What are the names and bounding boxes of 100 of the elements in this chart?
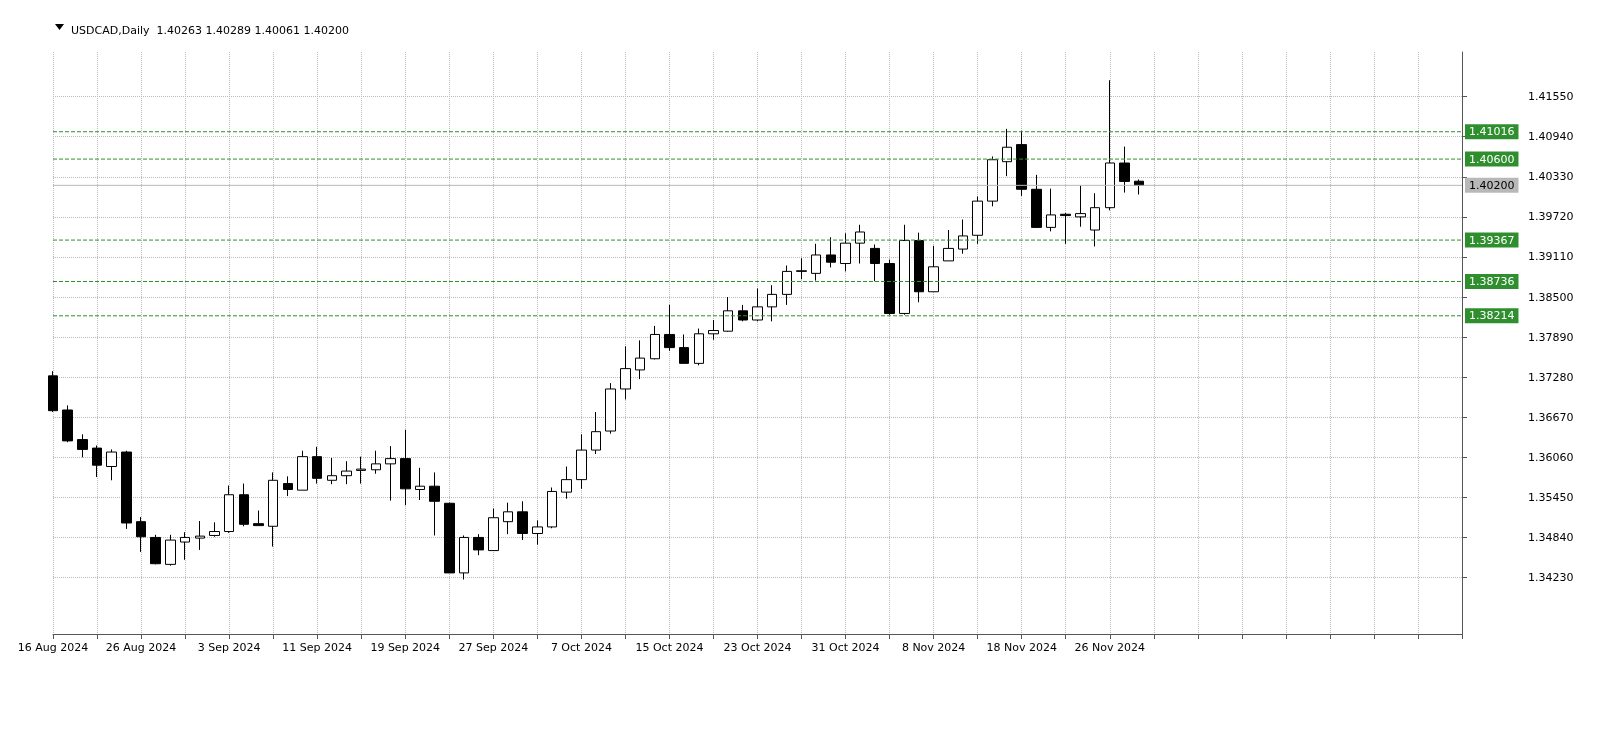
ref-line-label: 1.41016 xyxy=(1469,125,1515,139)
candlestick xyxy=(195,520,205,551)
candlestick xyxy=(870,243,880,282)
candlestick xyxy=(943,229,954,262)
candlestick xyxy=(92,444,102,478)
y-tick-label: 1.40330 xyxy=(1528,170,1574,184)
candlestick xyxy=(371,450,381,475)
x-tick-label: 7 Oct 2024 xyxy=(550,641,612,654)
candlestick xyxy=(650,325,660,360)
candlestick xyxy=(796,257,807,280)
candlestick xyxy=(268,471,278,548)
y-tick-label: 1.36060 xyxy=(1528,450,1574,464)
ref-line-label: 1.40600 xyxy=(1469,152,1515,166)
candlestick xyxy=(356,456,366,485)
candlestick xyxy=(752,287,763,322)
x-tick-label: 18 Nov 2024 xyxy=(986,641,1057,654)
candlestick xyxy=(209,521,220,538)
candlestick xyxy=(121,450,132,530)
candlestick xyxy=(473,533,484,556)
x-tick-label: 31 Oct 2024 xyxy=(811,641,880,654)
candlestick xyxy=(62,404,73,443)
y-tick-label: 1.34230 xyxy=(1528,571,1574,585)
candlestick xyxy=(914,232,924,303)
candlestick xyxy=(150,534,161,565)
candlestick xyxy=(664,304,675,352)
candlestick xyxy=(884,259,895,316)
candlestick xyxy=(987,155,998,207)
candlestick xyxy=(444,502,455,574)
x-tick-label: 26 Nov 2024 xyxy=(1074,641,1145,654)
x-tick-label: 15 Oct 2024 xyxy=(635,641,704,654)
x-tick-label: 19 Sep 2024 xyxy=(370,641,441,654)
candlestick xyxy=(1002,128,1012,177)
candlestick xyxy=(1016,130,1027,197)
x-tick-label: 26 Aug 2024 xyxy=(105,641,177,654)
candlestick xyxy=(1090,192,1100,247)
candlestick xyxy=(855,224,865,265)
candlestick xyxy=(576,433,587,490)
candlestick xyxy=(106,448,117,481)
candlestick xyxy=(547,487,557,529)
candlestick xyxy=(928,245,939,293)
y-tick-label: 1.41550 xyxy=(1528,90,1574,104)
candlestick xyxy=(591,411,601,455)
candlestick xyxy=(679,333,689,364)
ref-line-label: 1.40200 xyxy=(1469,178,1515,192)
x-tick-label: 8 Nov 2024 xyxy=(901,641,966,654)
y-tick-label: 1.37890 xyxy=(1528,330,1574,344)
y-tick-label: 1.39720 xyxy=(1528,210,1574,224)
candlestick xyxy=(1105,79,1115,211)
candlestick xyxy=(459,534,469,580)
ref-line-label: 1.38214 xyxy=(1469,309,1515,323)
candlestick xyxy=(767,284,777,322)
x-tick-label: 27 Sep 2024 xyxy=(458,641,529,654)
candlestick xyxy=(1075,184,1086,228)
x-tick-label: 3 Sep 2024 xyxy=(197,641,261,654)
candlestick xyxy=(429,471,440,536)
candlestick xyxy=(1046,188,1056,232)
y-tick-label: 1.39110 xyxy=(1528,250,1574,264)
candlestick xyxy=(165,534,176,567)
candlestick xyxy=(782,264,792,306)
candlestick xyxy=(253,510,264,527)
y-tick-label: 1.36670 xyxy=(1528,410,1574,424)
candlestick xyxy=(239,483,249,527)
candlestick xyxy=(77,433,88,458)
candlestick xyxy=(224,485,234,534)
candlestick xyxy=(532,519,543,546)
candlestick xyxy=(694,328,704,366)
candlestick xyxy=(708,319,719,341)
candlestick xyxy=(48,370,58,413)
candlestick xyxy=(312,446,322,485)
candlestick xyxy=(840,232,851,272)
candlestick xyxy=(341,460,352,485)
candlestick xyxy=(415,467,425,501)
y-tick-label: 1.38500 xyxy=(1528,290,1574,304)
x-tick-label: 23 Oct 2024 xyxy=(723,641,792,654)
candlestick xyxy=(283,475,293,497)
candlestick xyxy=(811,243,821,282)
candlestick xyxy=(620,345,631,400)
x-tick-label: 16 Aug 2024 xyxy=(17,641,89,654)
y-tick-label: 1.35450 xyxy=(1528,490,1574,504)
candlestick xyxy=(136,516,146,553)
candlestick xyxy=(972,196,983,245)
chart-title: USDCAD,Daily 1.40263 1.40289 1.40061 1.40200 xyxy=(71,24,349,37)
candlestick xyxy=(517,500,528,541)
candlestick xyxy=(958,219,968,255)
candlestick xyxy=(400,429,411,506)
candlestick xyxy=(1031,174,1042,229)
candlestick xyxy=(385,445,396,502)
candlestick xyxy=(1119,146,1130,194)
ref-line-label: 1.39367 xyxy=(1469,233,1515,247)
candlestick xyxy=(488,508,499,552)
candlestick xyxy=(899,224,910,316)
candlestick xyxy=(180,531,190,561)
y-tick-label: 1.40940 xyxy=(1528,130,1574,144)
x-tick-label: 11 Sep 2024 xyxy=(282,641,353,654)
candlestick xyxy=(605,382,616,435)
candlestick xyxy=(738,304,748,322)
candlestick xyxy=(635,339,645,380)
y-tick-label: 1.34840 xyxy=(1528,530,1574,544)
candlestick xyxy=(826,236,836,268)
candlestick xyxy=(561,465,572,500)
